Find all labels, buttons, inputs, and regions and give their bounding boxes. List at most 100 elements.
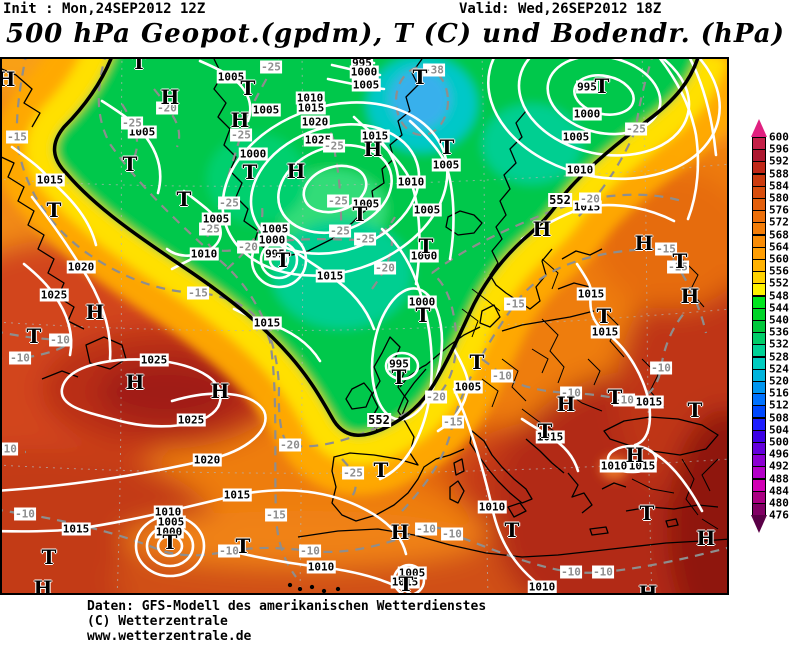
- pressure-contour-label: 1005: [561, 130, 591, 144]
- pressure-contour-label: 1015: [535, 430, 565, 444]
- colorbar-value: 476: [769, 508, 789, 522]
- init-time-label: Init : Mon,24SEP2012 12Z: [3, 1, 206, 17]
- temperature-contour-label: -25: [260, 60, 282, 74]
- colorbar-value: 596: [769, 142, 789, 156]
- pressure-contour-label: 1005: [453, 380, 483, 394]
- low-center-marker: T: [41, 545, 57, 569]
- high-center-marker: H: [625, 443, 645, 467]
- page-title: 500 hPa Geopot.(gpdm), T (C) und Bodendr…: [6, 19, 785, 49]
- pressure-contour-label: 1005: [251, 103, 281, 117]
- colorbar-value: 568: [769, 228, 789, 242]
- high-center-marker: H: [390, 520, 410, 544]
- high-center-marker: H: [680, 284, 700, 308]
- pressure-contour-label: 1010: [477, 500, 507, 514]
- colorbar-value: 484: [769, 484, 789, 498]
- colorbar-value: 500: [769, 435, 789, 449]
- pressure-contour-label: 1005: [351, 197, 381, 211]
- colorbar-arrow-up-icon: [751, 119, 767, 137]
- temperature-contour-label: -25: [199, 222, 221, 236]
- geopotential-contour-label: 552: [367, 413, 391, 427]
- pressure-contour-label: 1000: [257, 233, 287, 247]
- colorbar-box: [752, 405, 766, 419]
- colorbar: 600 596 592 588 584 580 576 572 568 564 560 556 552 5…: [748, 116, 790, 546]
- colorbar-box: [752, 259, 766, 272]
- temperature-contour-label: -25: [329, 224, 351, 238]
- temperature-contour-label: -25: [354, 232, 376, 246]
- pressure-contour-label: 1015: [296, 101, 326, 115]
- temperature-contour-label: -38: [423, 63, 445, 77]
- pressure-contour-label: 1010: [306, 560, 336, 574]
- pressure-contour-label: 1000: [572, 107, 602, 121]
- colorbar-value: 528: [769, 350, 789, 364]
- high-center-marker: H: [210, 379, 230, 403]
- pressure-contour-label: 995: [576, 80, 598, 94]
- colorbar-box: [752, 234, 766, 248]
- pressure-contour-label: 1005: [431, 158, 461, 172]
- colorbar-value: 588: [769, 167, 789, 181]
- pressure-contour-label: 1000: [407, 295, 437, 309]
- colorbar-value: 540: [769, 313, 789, 327]
- footer-copyright: (C) Wetterzentrale: [87, 614, 228, 629]
- low-center-marker: T: [607, 385, 623, 409]
- colorbar-box: [752, 283, 766, 297]
- colorbar-value: 576: [769, 203, 789, 217]
- high-center-marker: H: [2, 69, 15, 89]
- colorbar-box: [752, 271, 766, 285]
- temperature-contour-label: -10: [560, 386, 582, 400]
- colorbar-value: 480: [769, 496, 789, 510]
- colorbar-box: [752, 417, 766, 431]
- high-center-marker: H: [696, 526, 716, 550]
- colorbar-box: [752, 198, 766, 211]
- colorbar-box: [752, 344, 766, 358]
- graticule: [2, 59, 727, 593]
- pressure-contour-label: 1015: [360, 129, 390, 143]
- temperature-contour-label: -25: [218, 196, 240, 210]
- pressure-contour-label: 1005: [351, 78, 381, 92]
- temperature-contour-label: -10: [2, 442, 18, 456]
- colorbar-value: 492: [769, 459, 789, 473]
- high-center-marker: H: [638, 581, 658, 595]
- colorbar-box: [752, 503, 766, 516]
- temperature-contour-label: -15: [667, 260, 689, 274]
- pressure-contour-label: 1005: [216, 70, 246, 84]
- low-center-marker: T: [504, 518, 520, 542]
- pressure-contour-label: 1015: [252, 316, 282, 330]
- pressure-contour-label: 1005: [201, 212, 231, 226]
- temperature-contour-label: -20: [425, 390, 447, 404]
- pressure-contour-label: 1015: [576, 287, 606, 301]
- high-center-marker: H: [230, 108, 250, 132]
- footer: Daten: GFS-Modell des amerikanischen Wet…: [87, 599, 486, 644]
- temperature-contour-label: -25: [230, 128, 252, 142]
- pressure-contour-label: 1015: [315, 269, 345, 283]
- colorbar-arrow-down-icon: [751, 515, 767, 534]
- pressure-contour-label: 995: [264, 247, 286, 261]
- high-center-marker: H: [33, 576, 53, 595]
- temperature-contour-label: -25: [342, 466, 364, 480]
- low-center-marker: T: [594, 74, 610, 98]
- colorbar-value: 548: [769, 289, 789, 303]
- pressure-contour-label: 1015: [222, 488, 252, 502]
- low-center-marker: T: [275, 248, 291, 272]
- colorbar-box: [752, 356, 766, 370]
- pressure-contour-label: 1010: [565, 163, 595, 177]
- colorbar-value: 552: [769, 276, 789, 290]
- colorbar-value: 564: [769, 240, 789, 254]
- temperature-contour-label: -10: [415, 522, 437, 536]
- colorbar-value: 572: [769, 215, 789, 229]
- high-center-marker: H: [125, 370, 145, 394]
- colorbar-value: 512: [769, 398, 789, 412]
- temperature-contour-label: -10: [592, 565, 614, 579]
- low-center-marker: T: [122, 152, 138, 176]
- colorbar-box: [752, 173, 766, 187]
- temperature-contour-label: -10: [14, 507, 36, 521]
- colorbar-box: [752, 381, 766, 394]
- temperature-contour-label: -10: [299, 544, 321, 558]
- colorbar-box: [752, 429, 766, 443]
- temperature-contour-label: -25: [327, 194, 349, 208]
- pressure-contour-label: 1025: [139, 353, 169, 367]
- colorbar-box: [752, 490, 766, 504]
- temperature-contour-label: -15: [442, 415, 464, 429]
- country-borders: [461, 258, 719, 530]
- temperature-contour-label: -20: [279, 438, 301, 452]
